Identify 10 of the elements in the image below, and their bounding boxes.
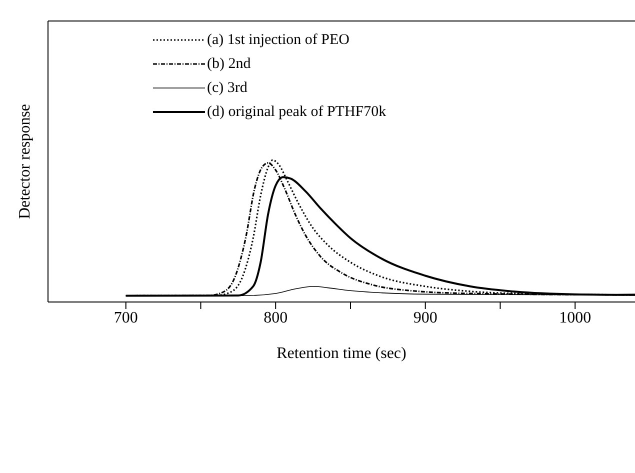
legend-label: (a) 1st injection of PEO [207, 32, 350, 48]
x-tick-label: 900 [413, 309, 438, 326]
y-axis-title: Detector response [16, 104, 34, 220]
legend-label: (d) original peak of PTHF70k [207, 104, 386, 120]
x-axis-title: Retention time (sec) [276, 345, 406, 362]
legend-label: (b) 2nd [207, 56, 251, 72]
x-tick-label: 800 [264, 309, 288, 326]
legend-label: (c) 3rd [207, 80, 248, 96]
x-tick-label: 1000 [559, 309, 592, 326]
x-tick-label: 700 [114, 309, 138, 326]
